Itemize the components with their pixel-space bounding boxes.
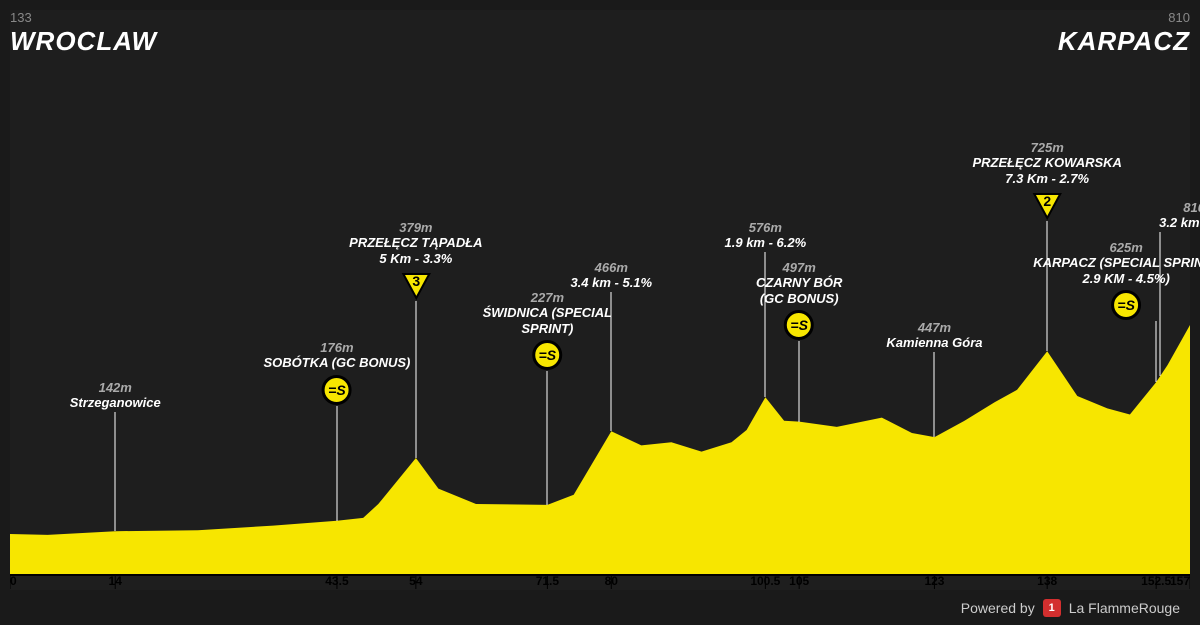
poi-text: 3.2 km - 6.5%: [1159, 215, 1200, 231]
poi-label: 447mKamienna Góra: [886, 320, 982, 351]
poi-elevation: 725m: [972, 140, 1122, 155]
poi-text: 1.9 km - 6.2%: [725, 235, 807, 251]
svg-text:2: 2: [1043, 193, 1051, 209]
km-marker: 14: [109, 574, 122, 588]
poi-label: 497mCZARNY BÓR(GC BONUS) =S: [756, 260, 842, 340]
poi-label: 725mPRZEŁĘCZ KOWARSKA7.3 Km - 2.7% 2: [972, 140, 1122, 220]
poi-text: 5 Km - 3.3%: [349, 251, 482, 267]
leader-line: [799, 341, 800, 422]
poi-elevation: 227m: [483, 290, 613, 305]
brand-flame-icon: 1: [1043, 599, 1061, 617]
sprint-icon: =S: [532, 340, 562, 370]
km-marker: 138: [1037, 574, 1057, 588]
sprint-icon: =S: [1111, 290, 1141, 320]
leader-line: [611, 292, 612, 431]
brand-name: La FlammeRouge: [1069, 600, 1180, 616]
poi-text: (GC BONUS): [756, 291, 842, 307]
poi-text: PRZEŁĘCZ TĄPADŁA: [349, 235, 482, 251]
svg-text:3: 3: [412, 273, 420, 289]
sprint-icon: =S: [322, 375, 352, 405]
km-marker: 80: [605, 574, 618, 588]
km-marker: 100.5: [750, 574, 780, 588]
poi-text: Kamienna Góra: [886, 335, 982, 351]
km-marker: 123: [924, 574, 944, 588]
poi-elevation: 497m: [756, 260, 842, 275]
poi-label: 176mSOBÓTKA (GC BONUS) =S: [264, 340, 411, 405]
poi-label: 466m3.4 km - 5.1%: [570, 260, 652, 291]
km-marker: 0: [10, 574, 17, 588]
poi-text: SOBÓTKA (GC BONUS): [264, 355, 411, 371]
poi-text: KARPACZ (SPECIAL SPRINT -: [1033, 255, 1200, 271]
poi-elevation: 142m: [70, 380, 161, 395]
poi-label: 379mPRZEŁĘCZ TĄPADŁA5 Km - 3.3% 3: [349, 220, 482, 300]
poi-label: 810m3.2 km - 6.5%: [1159, 200, 1200, 231]
poi-elevation: 176m: [264, 340, 411, 355]
leader-line: [1156, 321, 1157, 382]
km-marker: 71.5: [536, 574, 559, 588]
poi-text: CZARNY BÓR: [756, 275, 842, 291]
leader-line: [115, 412, 116, 531]
leader-line: [934, 352, 935, 437]
poi-label: 227mŚWIDNICA (SPECIALSPRINT) =S: [483, 290, 613, 370]
climb-category-icon: 2: [1032, 190, 1062, 220]
climb-category-icon: 3: [401, 270, 431, 300]
poi-elevation: 466m: [570, 260, 652, 275]
km-marker: 43.5: [325, 574, 348, 588]
powered-by-text: Powered by: [961, 600, 1035, 616]
km-marker: 105: [789, 574, 809, 588]
leader-line: [336, 406, 337, 521]
km-marker: 54: [409, 574, 422, 588]
poi-elevation: 447m: [886, 320, 982, 335]
km-marker: 157: [1170, 574, 1190, 588]
poi-elevation: 625m: [1033, 240, 1200, 255]
poi-elevation: 379m: [349, 220, 482, 235]
leader-line: [415, 301, 416, 458]
poi-text: 7.3 Km - 2.7%: [972, 171, 1122, 187]
km-marker: 152.5: [1141, 574, 1171, 588]
poi-text: 3.4 km - 5.1%: [570, 275, 652, 291]
poi-text: SPRINT): [483, 321, 613, 337]
elevation-profile-chart: 133 WROCLAW 810 KARPACZ 01443.55471.5801…: [10, 10, 1190, 590]
sprint-icon: =S: [784, 310, 814, 340]
poi-text: Strzeganowice: [70, 395, 161, 411]
poi-label: 142mStrzeganowice: [70, 380, 161, 411]
poi-label: 576m1.9 km - 6.2%: [725, 220, 807, 251]
footer-credit: Powered by 1 La FlammeRouge: [961, 599, 1180, 617]
poi-text: 2.9 KM - 4.5%): [1033, 271, 1200, 287]
poi-elevation: 810m: [1159, 200, 1200, 215]
poi-text: ŚWIDNICA (SPECIAL: [483, 305, 613, 321]
poi-text: PRZEŁĘCZ KOWARSKA: [972, 155, 1122, 171]
poi-label: 625mKARPACZ (SPECIAL SPRINT -2.9 KM - 4.…: [1033, 240, 1200, 320]
poi-elevation: 576m: [725, 220, 807, 235]
leader-line: [547, 371, 548, 505]
